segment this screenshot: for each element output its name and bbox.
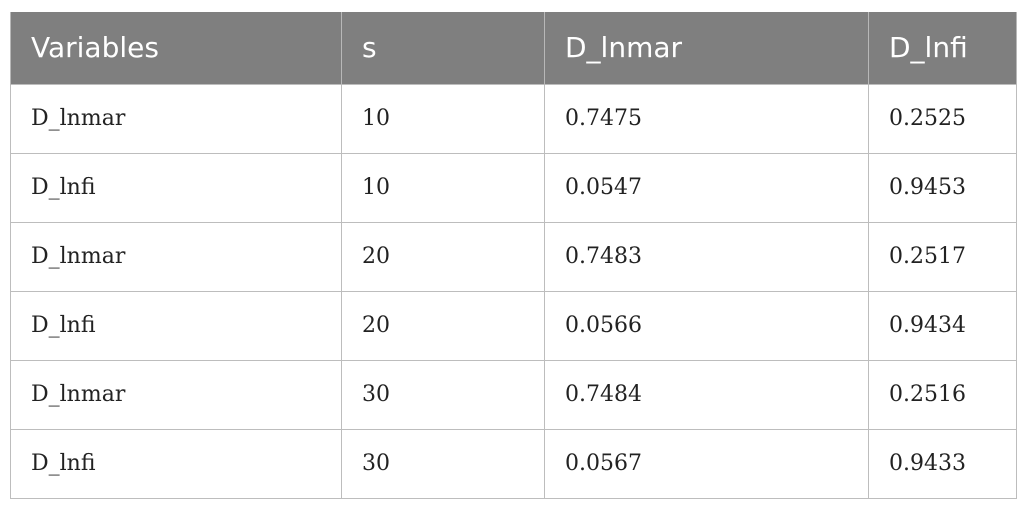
column-header-d-lnfi: D_lnfi xyxy=(868,12,1017,84)
table-row: D_lnmar 20 0.7483 0.2517 xyxy=(10,221,1017,292)
column-header-s: s xyxy=(341,12,545,84)
column-header-d-lnmar: D_lnmar xyxy=(544,12,869,84)
cell-d-lnfi: 0.9433 xyxy=(868,428,1017,499)
cell-d-lnmar: 0.0547 xyxy=(544,152,869,223)
table-row: D_lnmar 30 0.7484 0.2516 xyxy=(10,359,1017,430)
cell-d-lnfi: 0.9434 xyxy=(868,290,1017,361)
cell-s: 20 xyxy=(341,290,545,361)
table-row: D_lnfi 10 0.0547 0.9453 xyxy=(10,152,1017,223)
cell-s: 10 xyxy=(341,83,545,154)
cell-s: 30 xyxy=(341,428,545,499)
cell-d-lnmar: 0.7475 xyxy=(544,83,869,154)
cell-d-lnmar: 0.7483 xyxy=(544,221,869,292)
table-row: D_lnfi 30 0.0567 0.9433 xyxy=(10,428,1017,499)
cell-variable: D_lnmar xyxy=(10,359,342,430)
results-table-container: Variables s D_lnmar D_lnfi D_lnmar 10 0.… xyxy=(10,12,1017,499)
cell-d-lnfi: 0.9453 xyxy=(868,152,1017,223)
cell-d-lnfi: 0.2517 xyxy=(868,221,1017,292)
table-header-row: Variables s D_lnmar D_lnfi xyxy=(10,12,1017,84)
cell-variable: D_lnfi xyxy=(10,152,342,223)
results-table: Variables s D_lnmar D_lnfi D_lnmar 10 0.… xyxy=(10,12,1017,499)
cell-s: 30 xyxy=(341,359,545,430)
table-row: D_lnmar 10 0.7475 0.2525 xyxy=(10,83,1017,154)
cell-d-lnmar: 0.7484 xyxy=(544,359,869,430)
cell-s: 20 xyxy=(341,221,545,292)
cell-d-lnmar: 0.0567 xyxy=(544,428,869,499)
cell-variable: D_lnmar xyxy=(10,83,342,154)
column-header-variables: Variables xyxy=(10,12,342,84)
cell-variable: D_lnmar xyxy=(10,221,342,292)
cell-d-lnfi: 0.2516 xyxy=(868,359,1017,430)
table-row: D_lnfi 20 0.0566 0.9434 xyxy=(10,290,1017,361)
cell-d-lnmar: 0.0566 xyxy=(544,290,869,361)
cell-variable: D_lnfi xyxy=(10,428,342,499)
cell-s: 10 xyxy=(341,152,545,223)
cell-variable: D_lnfi xyxy=(10,290,342,361)
cell-d-lnfi: 0.2525 xyxy=(868,83,1017,154)
